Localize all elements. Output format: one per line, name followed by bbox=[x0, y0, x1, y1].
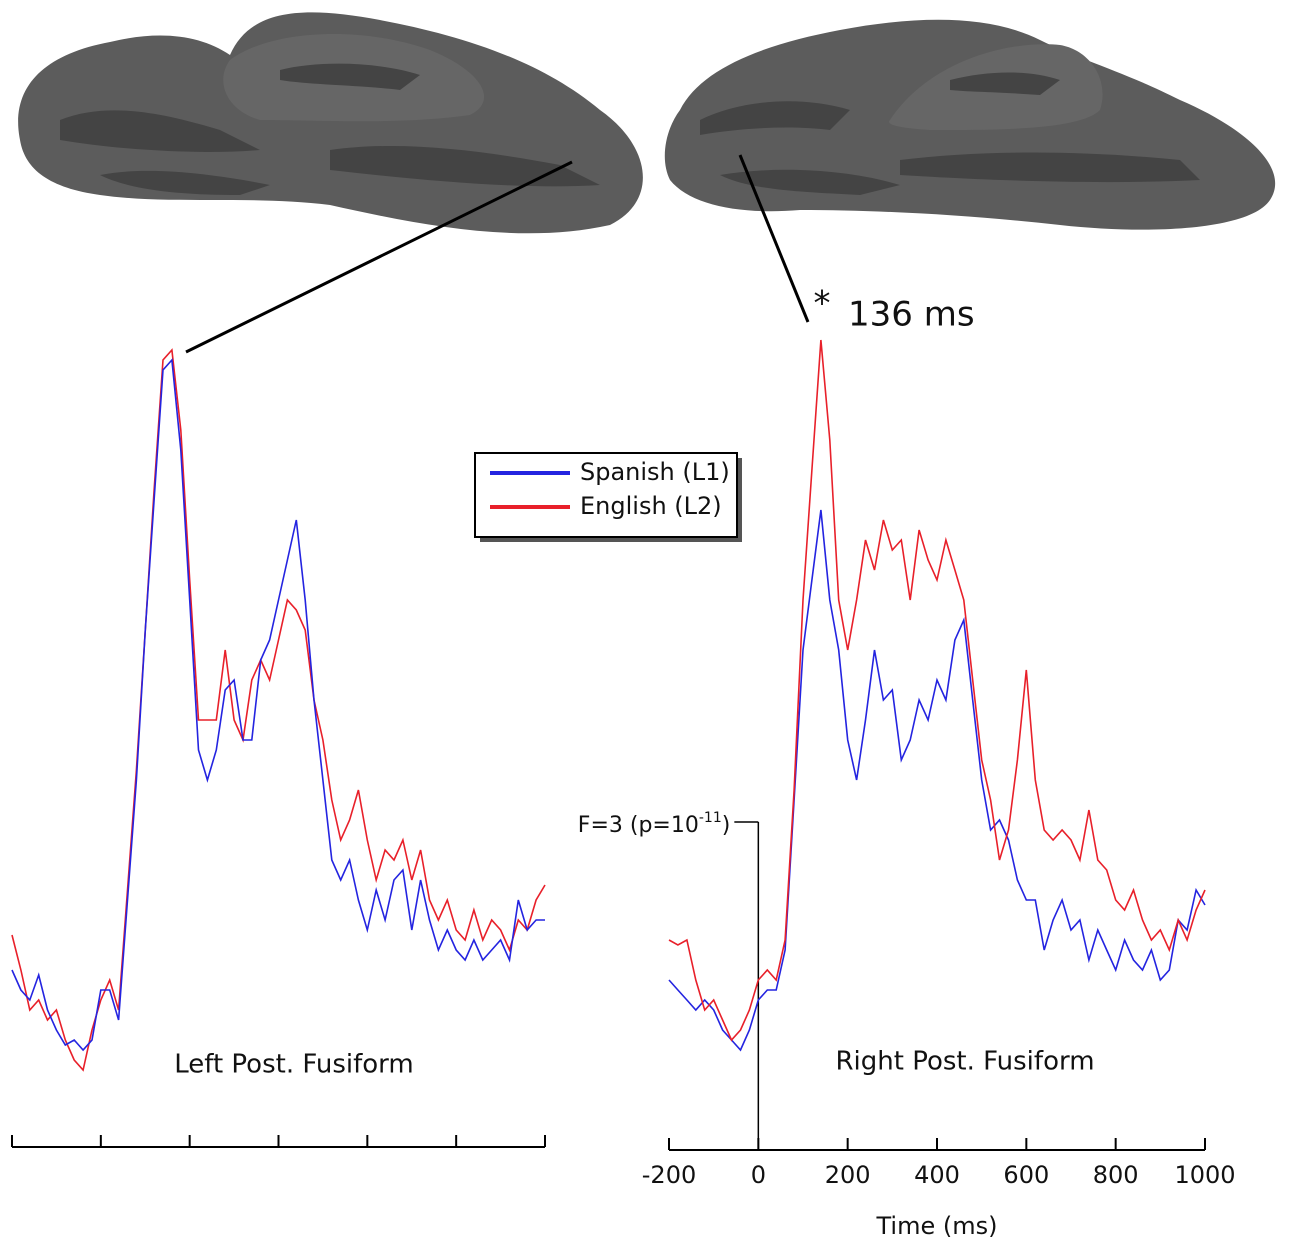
x-tick-label: 1000 bbox=[1174, 1161, 1235, 1189]
legend-box bbox=[474, 452, 738, 538]
x-axis-label: Time (ms) bbox=[876, 1212, 998, 1240]
annotation-marker: * bbox=[814, 284, 831, 324]
annotation-text: 136 ms bbox=[848, 295, 975, 335]
connector-line bbox=[738, 154, 810, 323]
line-series bbox=[668, 509, 1206, 1052]
connector-line bbox=[185, 160, 573, 354]
x-tick-label: 400 bbox=[914, 1161, 960, 1189]
x-tick-label: 200 bbox=[825, 1161, 871, 1189]
brain-sulci bbox=[60, 63, 600, 196]
left-brain bbox=[18, 12, 643, 234]
x-tick-label: 600 bbox=[1003, 1161, 1049, 1189]
line-series bbox=[11, 358, 545, 1052]
right-brain bbox=[664, 19, 1276, 230]
chart-title: Right Post. Fusiform bbox=[835, 1047, 1094, 1077]
x-tick-label: 0 bbox=[751, 1161, 766, 1189]
threshold-label-part: F=3 (p=10 bbox=[578, 813, 699, 838]
threshold-label-part: -11 bbox=[699, 810, 722, 826]
chart-title: Left Post. Fusiform bbox=[174, 1050, 414, 1080]
line-series bbox=[668, 339, 1206, 1042]
x-tick-label: 800 bbox=[1093, 1161, 1139, 1189]
legend-label: English (L2) bbox=[580, 492, 722, 520]
line-series bbox=[11, 348, 546, 1072]
brain-sulci bbox=[700, 72, 1200, 195]
threshold-label-part: ) bbox=[722, 813, 731, 838]
threshold-label: F=3 (p=10-11) bbox=[578, 810, 731, 838]
x-tick-label: -200 bbox=[642, 1161, 696, 1189]
legend-label: Spanish (L1) bbox=[580, 458, 730, 486]
